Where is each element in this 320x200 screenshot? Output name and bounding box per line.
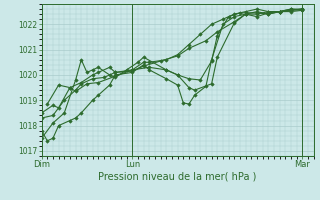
X-axis label: Pression niveau de la mer( hPa ): Pression niveau de la mer( hPa )	[99, 172, 257, 182]
